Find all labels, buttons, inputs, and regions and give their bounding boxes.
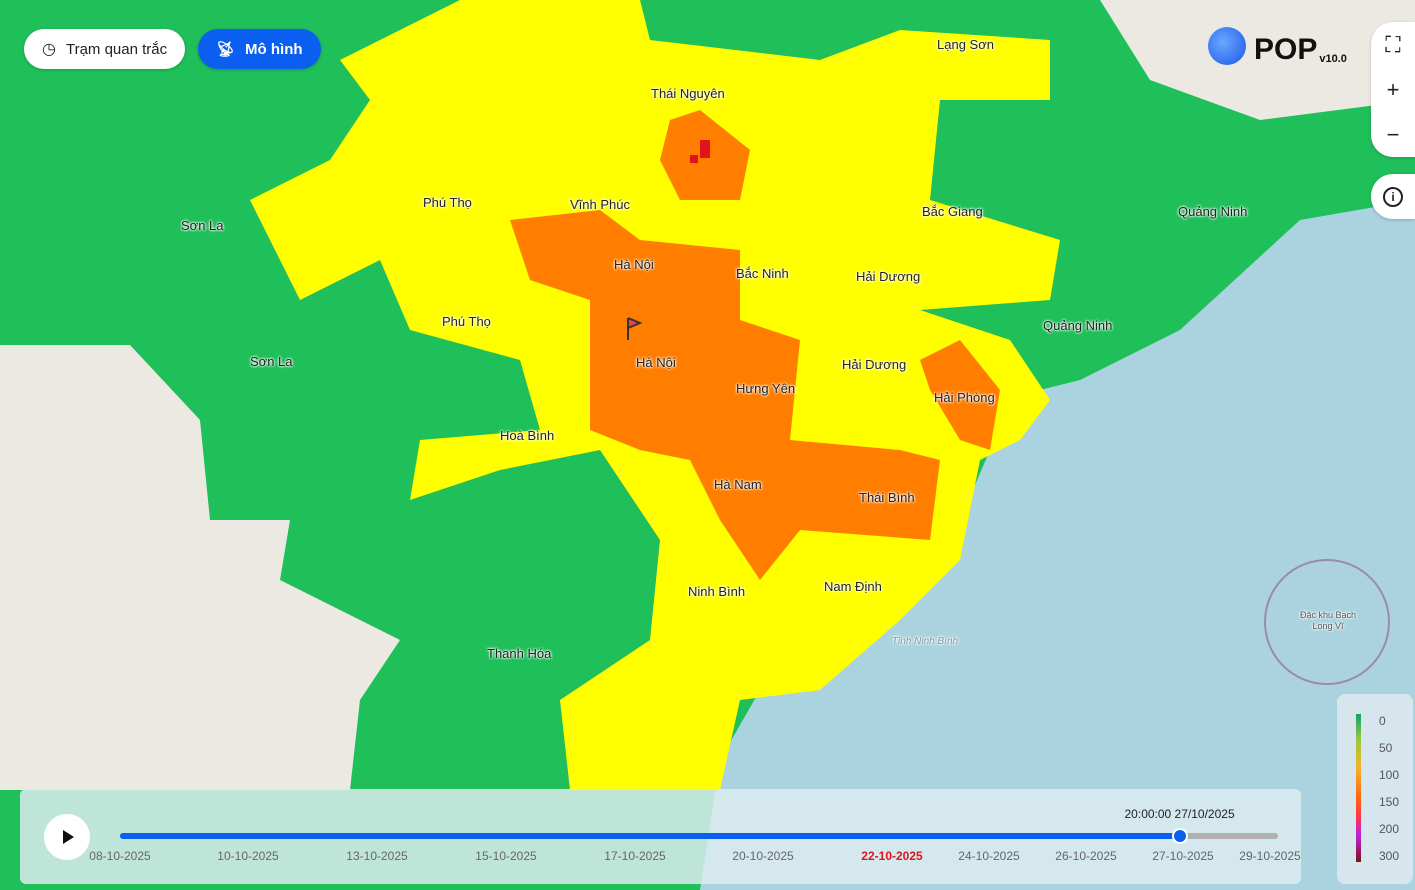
legend-value: 300 xyxy=(1379,849,1400,863)
model-toggle-button[interactable]: 📡︎ Mô hình xyxy=(198,29,321,69)
logo-name: POP xyxy=(1254,33,1318,66)
timeline-panel: 20:00:00 27/10/2025 08-10-2025 10-10-2025… xyxy=(20,789,1301,884)
place-label: Hải Dương xyxy=(856,269,921,284)
timeline-progress xyxy=(120,833,1180,839)
island-label: Đặc khu Bạch Long Vĩ xyxy=(1299,610,1357,631)
station-toggle-button[interactable]: ◷ Trạm quan trắc xyxy=(24,29,186,69)
laos-land xyxy=(0,345,400,790)
legend-value: 100 xyxy=(1379,768,1400,782)
clock-icon: ◷ xyxy=(42,41,56,58)
place-label: Thái Bình xyxy=(859,490,915,505)
place-label: Hà Nam xyxy=(714,477,762,492)
place-label: Vĩnh Phúc xyxy=(570,197,630,212)
unhealthy-zone xyxy=(690,155,698,163)
china-land xyxy=(1100,0,1415,120)
unhealthy-sensitive-zone xyxy=(510,210,940,580)
timeline-date-tick[interactable]: 13-10-2025 xyxy=(346,849,408,863)
info-icon: i xyxy=(1383,186,1403,207)
timeline-date-tick[interactable]: 17-10-2025 xyxy=(604,849,666,863)
aqi-legend: 0 50 100 150 200 300 xyxy=(1337,694,1413,884)
legend-color-scale xyxy=(1356,714,1361,862)
legend-value: 150 xyxy=(1379,795,1400,809)
place-label: Sơn La xyxy=(250,354,293,369)
minus-icon: − xyxy=(1386,121,1400,147)
sea-label: Tĩnh Ninh Bình xyxy=(891,636,959,647)
timeline-date-tick[interactable]: 08-10-2025 xyxy=(89,849,151,863)
place-label: Quảng Ninh xyxy=(1043,318,1113,333)
flag-marker xyxy=(627,317,643,340)
place-label: Phú Thọ xyxy=(442,314,491,329)
plus-icon: + xyxy=(1386,76,1400,102)
satellite-icon: 📡︎ xyxy=(216,41,236,58)
unhealthy-sensitive-zone xyxy=(920,340,1000,450)
place-label: Phú Thọ xyxy=(423,195,472,210)
place-label: Hoà Bình xyxy=(500,428,555,443)
model-label: Mô hình xyxy=(245,40,303,58)
place-label: Sơn La xyxy=(181,218,224,233)
place-label: Hải Dương xyxy=(842,357,907,372)
station-label: Trạm quan trắc xyxy=(65,40,168,58)
logo-version: v10.0 xyxy=(1319,53,1347,65)
timeline-date-tick[interactable]: 15-10-2025 xyxy=(475,849,537,863)
place-label: Thái Nguyên xyxy=(651,86,725,101)
timeline-date-tick[interactable]: 22-10-2025 xyxy=(861,849,923,863)
timeline-date-tick[interactable]: 10-10-2025 xyxy=(217,849,279,863)
current-time: 20:00:00 27/10/2025 xyxy=(1124,807,1235,821)
timeline-date-tick[interactable]: 20-10-2025 xyxy=(732,849,794,863)
place-label: Nam Định xyxy=(824,579,882,594)
sea xyxy=(700,200,1415,890)
timeline-thumb[interactable] xyxy=(1171,828,1188,844)
play-icon xyxy=(63,830,74,844)
place-label: Hà Nội xyxy=(636,355,676,370)
play-button[interactable] xyxy=(44,814,90,860)
zoom-out-button[interactable]: − xyxy=(1371,112,1415,157)
place-label: Lạng Sơn xyxy=(937,37,994,52)
fullscreen-icon: ⛶ xyxy=(1385,31,1401,57)
place-label: Bắc Ninh xyxy=(736,266,789,281)
legend-value: 50 xyxy=(1379,741,1393,755)
timeline-date-tick[interactable]: 27-10-2025 xyxy=(1152,849,1214,863)
place-label: Hải Phòng xyxy=(934,390,995,405)
timeline-date-tick[interactable]: 29-10-2025 xyxy=(1239,849,1301,863)
timeline-date-tick[interactable]: 24-10-2025 xyxy=(958,849,1020,863)
bach-long-vi-zone xyxy=(1264,559,1390,685)
timeline-slider[interactable]: 20:00:00 27/10/2025 xyxy=(120,807,1278,844)
fullscreen-button[interactable]: ⛶ xyxy=(1371,22,1415,67)
zoom-in-button[interactable]: + xyxy=(1371,67,1415,112)
map-controls: ⛶ + − xyxy=(1371,22,1415,157)
info-button[interactable]: i xyxy=(1371,174,1415,219)
logo: POP v10.0 xyxy=(1208,27,1347,65)
legend-value: 200 xyxy=(1379,822,1400,836)
place-label: Hưng Yên xyxy=(736,381,796,396)
unhealthy-zone xyxy=(700,140,710,158)
logo-globe-icon xyxy=(1208,27,1246,65)
timeline-date-tick[interactable]: 26-10-2025 xyxy=(1055,849,1117,863)
place-label: Quảng Ninh xyxy=(1178,204,1248,219)
legend-value: 0 xyxy=(1379,714,1386,728)
place-label: Hà Nội xyxy=(614,257,654,272)
place-label: Ninh Bình xyxy=(688,584,746,599)
place-label: Bắc Giang xyxy=(922,204,983,219)
place-label: Thanh Hóa xyxy=(487,646,552,661)
